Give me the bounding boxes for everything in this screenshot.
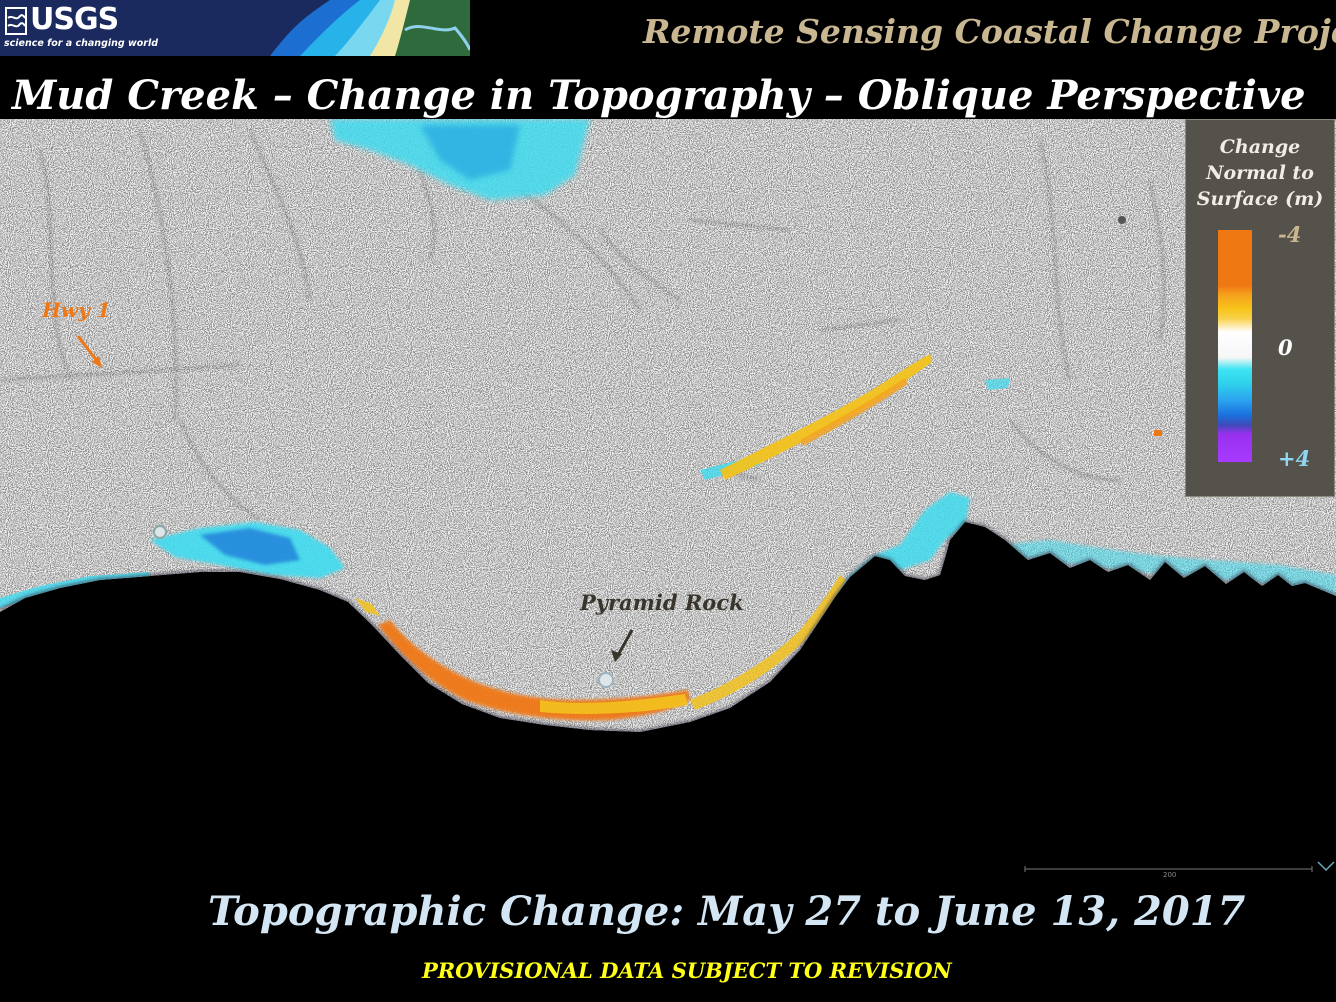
pyramid-rock	[598, 672, 614, 688]
color-legend: Change Normal to Surface (m) -4 0 +4	[1185, 119, 1335, 497]
usgs-wave-icon	[5, 7, 27, 35]
erosion-cove-beach	[378, 620, 690, 721]
hwy-1-label: Hwy 1	[42, 298, 111, 322]
legend-tick-positive: +4	[1278, 446, 1311, 471]
project-title: Remote Sensing Coastal Change Project	[643, 12, 1336, 51]
legend-tick-negative: -4	[1278, 222, 1302, 247]
coastline-fringe	[0, 519, 1336, 732]
scale-bar	[1024, 866, 1313, 872]
legend-tick-zero: 0	[1278, 335, 1293, 360]
usgs-tagline: science for a changing world	[4, 38, 159, 49]
page-title: Mud Creek – Change in Topography – Obliq…	[12, 72, 1306, 119]
legend-color-ramp	[1218, 230, 1252, 462]
legend-title: Change Normal to Surface (m)	[1196, 136, 1324, 210]
erosion-zones	[355, 354, 1162, 721]
pyramid-rock-arrow	[615, 629, 634, 658]
usgs-logo[interactable]: USGS science for a changing world	[0, 0, 470, 56]
provisional-notice: PROVISIONAL DATA SUBJECT TO REVISION	[422, 958, 952, 983]
pyramid-rock-label: Pyramid Rock	[580, 590, 744, 615]
scale-bar-label: 200	[1163, 871, 1177, 879]
usgs-wordmark: USGS	[30, 2, 119, 37]
date-caption: Topographic Change: May 27 to June 13, 2…	[208, 888, 1246, 935]
erosion-road-scarp	[720, 354, 932, 480]
